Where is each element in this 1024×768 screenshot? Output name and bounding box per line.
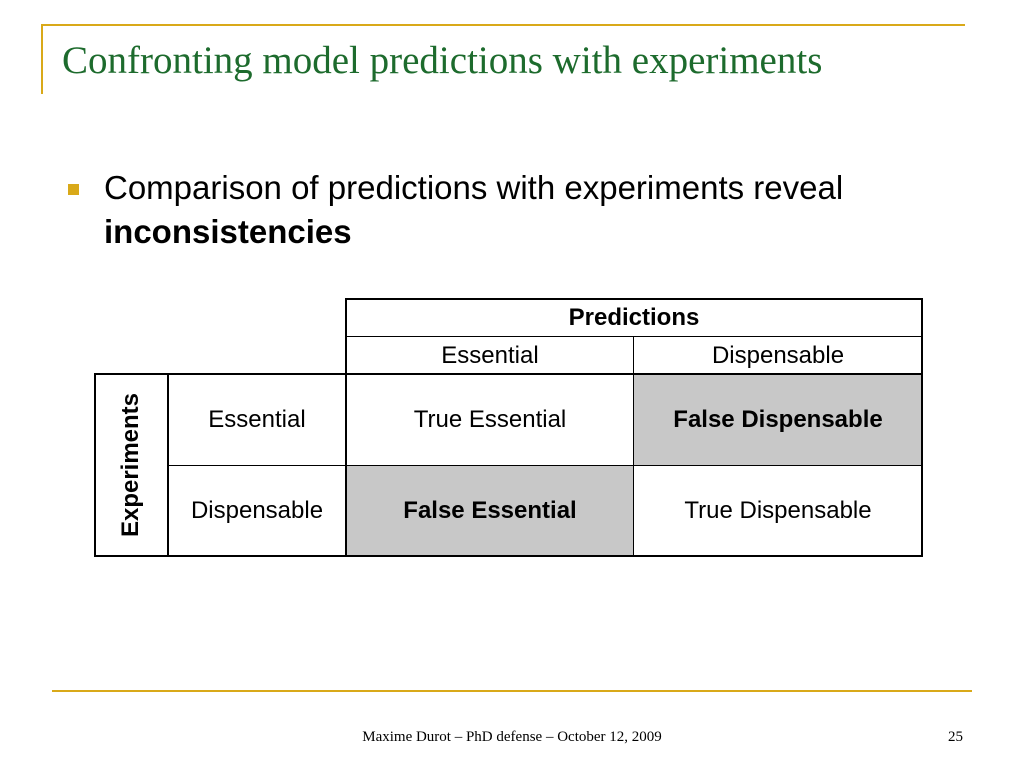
- cell-true-essential: True Essential: [413, 405, 567, 433]
- bullet-square-icon: [68, 184, 79, 195]
- cell-false-essential: False Essential: [346, 465, 634, 556]
- col-header-dispensable: Dispensable: [711, 341, 845, 369]
- table-border-left: [94, 373, 96, 557]
- table-border-top: [345, 298, 923, 300]
- bullet-text-regular: Comparison of predictions with experimen…: [104, 169, 844, 206]
- row-header-dispensable: Dispensable: [190, 496, 324, 524]
- table-line-col1: [345, 298, 347, 557]
- table-line-col2: [633, 337, 634, 557]
- bullet-text: Comparison of predictions with experimen…: [104, 166, 984, 254]
- footer-text: Maxime Durot – PhD defense – October 12,…: [362, 729, 662, 745]
- table-border-bottom: [94, 555, 923, 557]
- table-line-row: [168, 465, 923, 466]
- table-line-body-top: [94, 373, 923, 375]
- cell-false-dispensable: False Dispensable: [634, 374, 922, 465]
- slide-title: Confronting model predictions with exper…: [62, 39, 823, 82]
- table-line-header: [345, 336, 923, 337]
- experiments-header: Experiments: [95, 374, 168, 556]
- table-line-label: [167, 373, 169, 557]
- footer-divider: [52, 690, 972, 692]
- cell-true-dispensable: True Dispensable: [684, 496, 872, 524]
- table-border-right: [921, 298, 923, 557]
- bullet-text-bold: inconsistencies: [104, 213, 352, 250]
- title-frame: [41, 24, 965, 94]
- page-number: 25: [948, 729, 963, 745]
- predictions-header: Predictions: [568, 304, 700, 331]
- experiments-header-text: Experiments: [117, 392, 145, 538]
- row-header-essential: Essential: [208, 405, 306, 433]
- col-header-essential: Essential: [441, 341, 539, 369]
